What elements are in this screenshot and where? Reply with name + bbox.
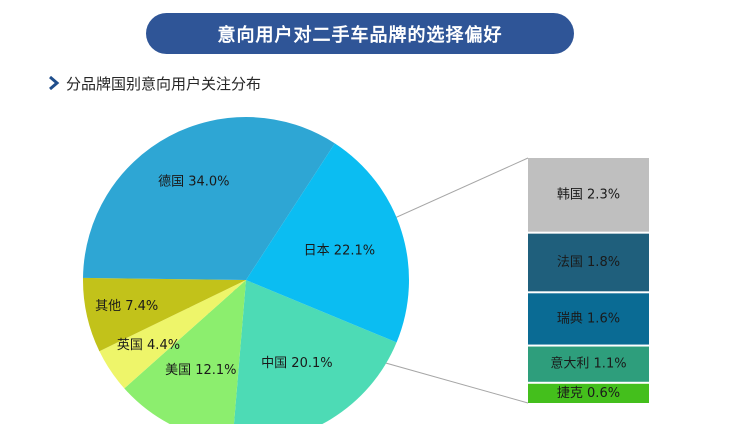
pie-slice-1 — [124, 280, 246, 424]
pie-slice-3 — [82, 277, 247, 352]
breakdown-bar — [528, 158, 649, 403]
pie-slice-0 — [233, 280, 397, 424]
breakdown-label-4: 捷克 0.6% — [557, 386, 620, 401]
breakdown-label-2: 瑞典 1.6% — [557, 311, 620, 326]
slice-label-5: 日本 22.1% — [304, 244, 375, 259]
breakdown-segment-4 — [528, 383, 649, 403]
breakdown-segment-0 — [528, 158, 649, 232]
breakdown-label-1: 法国 1.8% — [557, 255, 620, 270]
page-title: 意向用户对二手车品牌的选择偏好 — [146, 13, 574, 54]
pie-slice-4 — [83, 117, 335, 280]
chevron-right-icon — [49, 76, 60, 90]
slice-label-2: 英国 4.4% — [117, 338, 180, 353]
breakdown-label-0: 韩国 2.3% — [557, 187, 620, 202]
pie-slices — [82, 117, 409, 424]
pie-slice-2 — [99, 280, 246, 389]
breakdown-segment-2 — [528, 293, 649, 345]
slice-label-3: 其他 7.4% — [95, 299, 158, 314]
slice-label-0: 中国 20.1% — [261, 356, 332, 371]
slice-label-1: 美国 12.1% — [165, 363, 236, 378]
breakdown-segment-1 — [528, 233, 649, 292]
subtitle-text: 分品牌国别意向用户关注分布 — [66, 74, 262, 93]
chart-subtitle: 分品牌国别意向用户关注分布 — [48, 72, 261, 94]
breakdown-label-3: 意大利 1.1% — [550, 356, 626, 372]
slice-label-4: 德国 34.0% — [158, 175, 229, 190]
slice-labels: 中国 20.1% 美国 12.1% 英国 4.4% 其他 7.4% 德国 34.0% 日本… — [95, 175, 626, 401]
pie-slice-5 — [246, 143, 409, 343]
breakdown-segment-3 — [528, 346, 649, 382]
